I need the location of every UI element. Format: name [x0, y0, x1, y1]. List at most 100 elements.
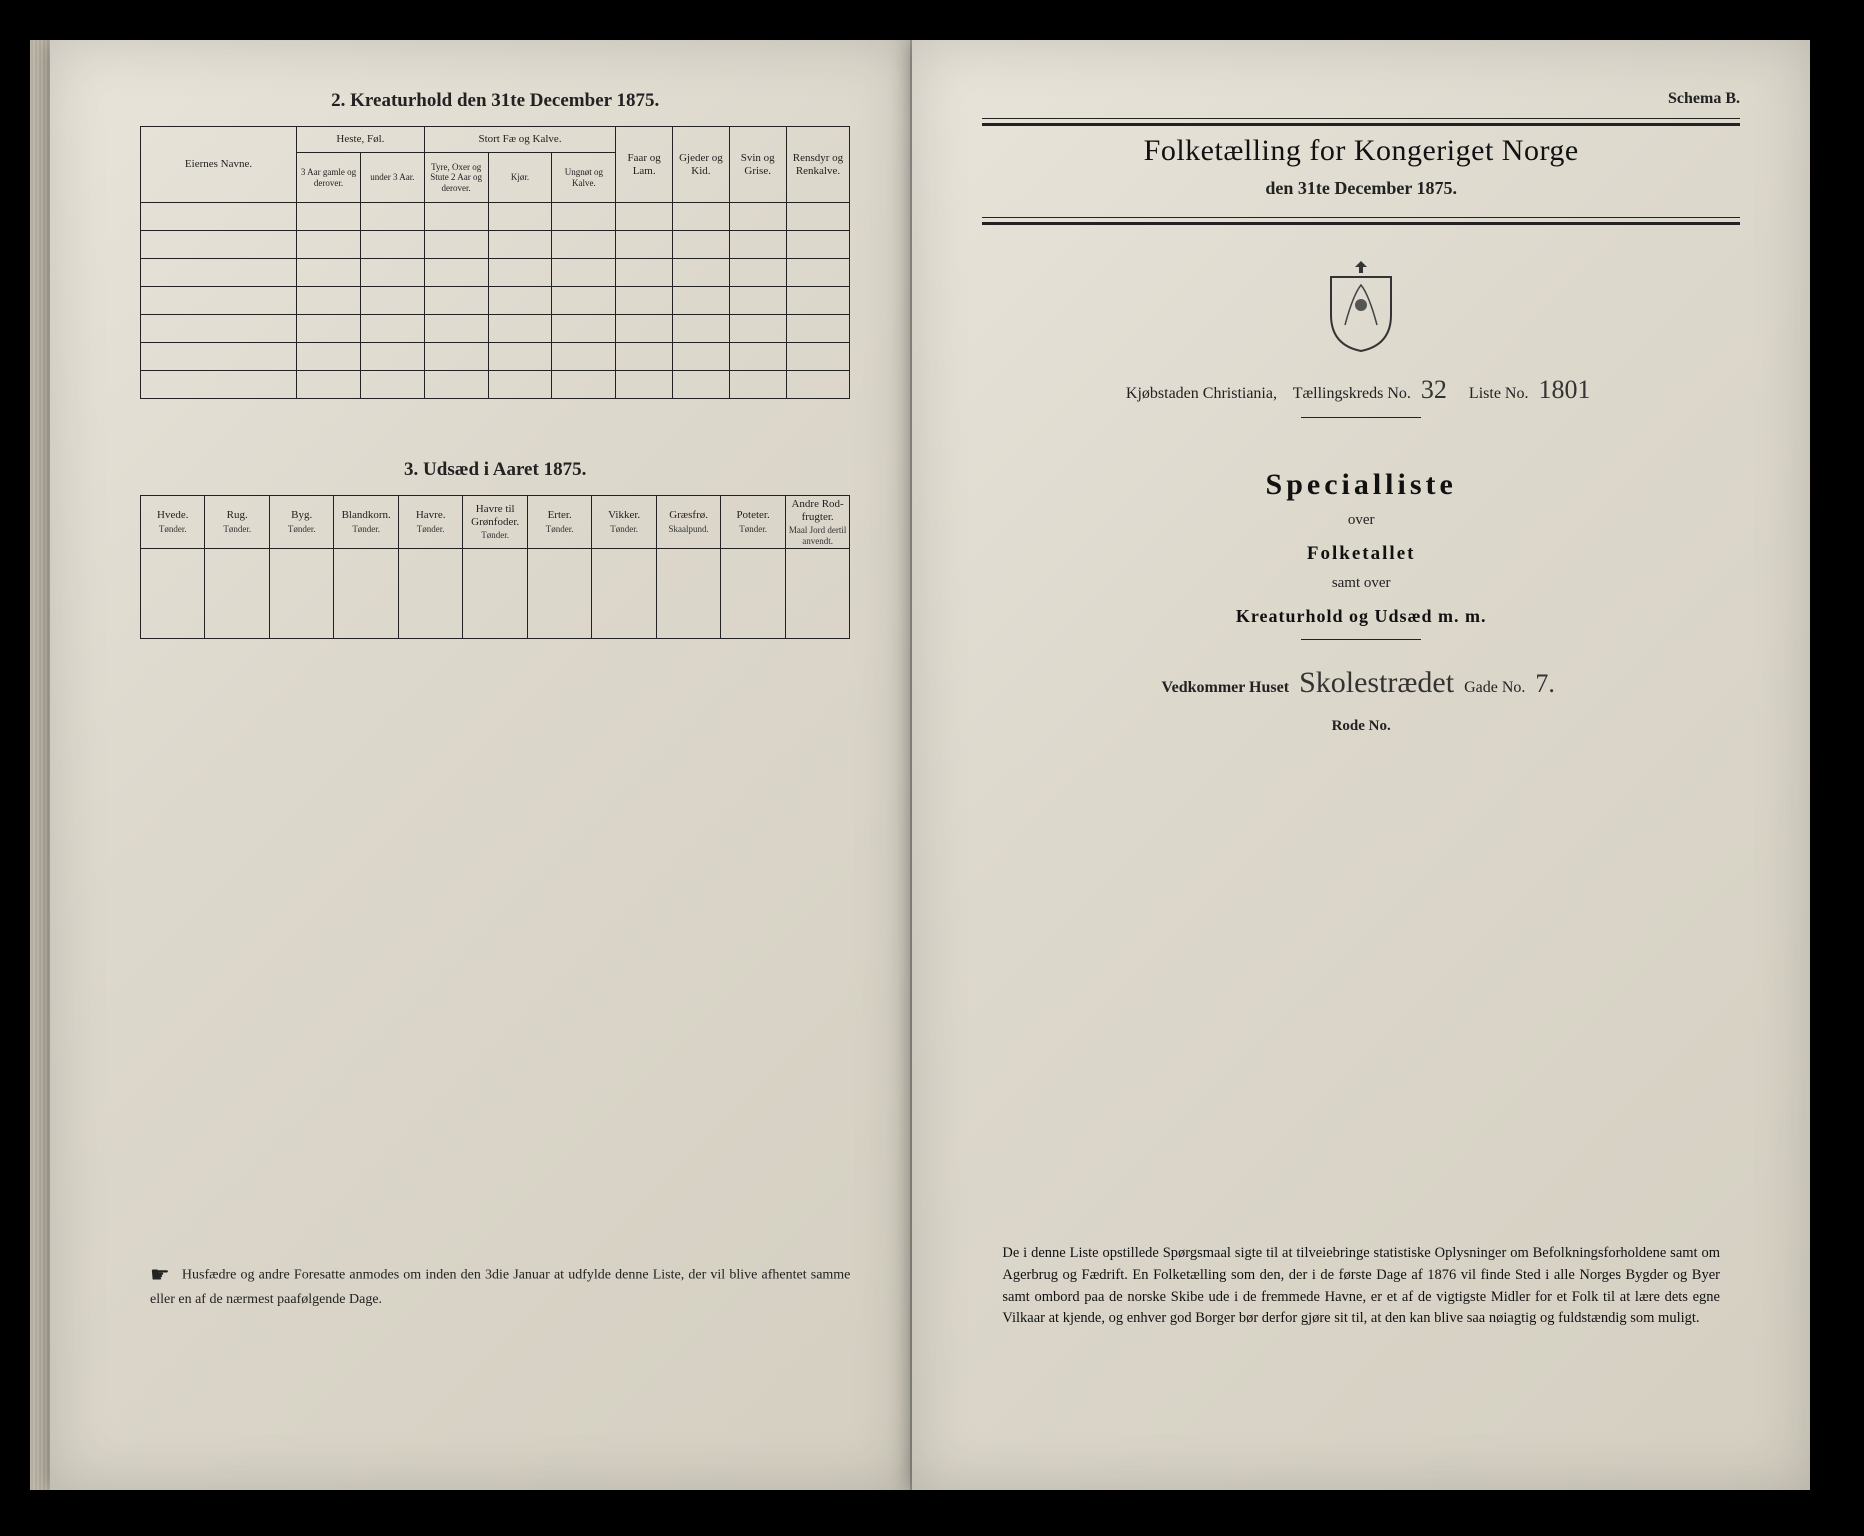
table-cell: [424, 259, 488, 287]
col-pigs: Svin og Grise.: [729, 127, 786, 203]
city-label: Kjøbstaden Christiania,: [1126, 385, 1277, 402]
sub-c3: Ungnøt og Kalve.: [552, 153, 616, 203]
census-subtitle: den 31te December 1875.: [982, 178, 1740, 199]
livestock-table: Eiernes Navne. Heste, Føl. Stort Fæ og K…: [140, 126, 850, 399]
table-cell: [360, 371, 424, 399]
table-cell: [729, 315, 786, 343]
table-cell: [360, 343, 424, 371]
table-cell: [786, 371, 850, 399]
table-cell: [488, 259, 552, 287]
table-cell: [729, 231, 786, 259]
sowing-col-header: Vikker.Tønder.: [592, 496, 656, 549]
col-owner: Eiernes Navne.: [141, 127, 297, 203]
table-cell: [729, 287, 786, 315]
table-cell: [360, 315, 424, 343]
left-page: 2. Kreaturhold den 31te December 1875. E…: [50, 40, 912, 1490]
table-cell: [552, 287, 616, 315]
kreds-value: 32: [1415, 375, 1453, 404]
table-cell: [786, 315, 850, 343]
table-cell: [616, 231, 673, 259]
table-cell: [297, 371, 361, 399]
table-cell: [656, 548, 720, 638]
rode-label: Rode No.: [1332, 718, 1391, 734]
table-cell: [552, 259, 616, 287]
table-cell: [616, 287, 673, 315]
table-cell: [786, 203, 850, 231]
pointing-hand-icon: ☛: [150, 1260, 170, 1291]
gade-value: 7.: [1529, 669, 1561, 698]
table-cell: [552, 343, 616, 371]
liste-label: Liste No.: [1469, 385, 1529, 402]
table-cell: [297, 203, 361, 231]
table-cell: [552, 203, 616, 231]
table-cell: [424, 371, 488, 399]
col-reindeer: Rensdyr og Renkalve.: [786, 127, 850, 203]
table-cell: [424, 287, 488, 315]
divider: [982, 118, 1740, 119]
table-cell: [786, 259, 850, 287]
table-cell: [729, 343, 786, 371]
table-cell: [592, 548, 656, 638]
table-cell: [527, 548, 591, 638]
coat-of-arms-icon: [1321, 255, 1401, 355]
table-cell: [141, 231, 297, 259]
table-cell: [424, 231, 488, 259]
gade-label: Gade No.: [1464, 679, 1525, 696]
table-cell: [297, 315, 361, 343]
table-cell: [141, 548, 205, 638]
table-cell: [785, 548, 850, 638]
sowing-col-header: Andre Rod-frugter.Maal Jord dertil anven…: [785, 496, 850, 549]
kreatur-label: Kreaturhold og Udsæd m. m.: [982, 606, 1740, 627]
sowing-col-header: Byg.Tønder.: [269, 496, 333, 549]
table-cell: [360, 259, 424, 287]
table-cell: [269, 548, 333, 638]
table-cell: [205, 548, 269, 638]
table-cell: [141, 259, 297, 287]
vedkommer-label: Vedkommer Huset: [1162, 679, 1290, 696]
sowing-col-header: Poteter.Tønder.: [721, 496, 785, 549]
table-cell: [616, 259, 673, 287]
table-cell: [297, 259, 361, 287]
table-cell: [673, 343, 730, 371]
table-cell: [786, 287, 850, 315]
census-title: Folketælling for Kongeriget Norge: [982, 134, 1740, 168]
sowing-col-header: Erter.Tønder.: [527, 496, 591, 549]
divider: [982, 123, 1740, 126]
table-cell: [673, 315, 730, 343]
table-cell: [786, 231, 850, 259]
schema-label: Schema B.: [982, 90, 1740, 108]
table-cell: [552, 315, 616, 343]
sowing-col-header: Havre.Tønder.: [398, 496, 462, 549]
table-cell: [616, 343, 673, 371]
table-cell: [488, 371, 552, 399]
kreds-label: Tællingskreds No.: [1293, 385, 1411, 402]
table-cell: [616, 315, 673, 343]
table-cell: [141, 371, 297, 399]
table-cell: [488, 315, 552, 343]
table-cell: [360, 203, 424, 231]
divider: [982, 217, 1740, 218]
table-cell: [721, 548, 785, 638]
table-cell: [297, 343, 361, 371]
sowing-col-header: Havre til Grønfoder.Tønder.: [463, 496, 527, 549]
table-cell: [616, 203, 673, 231]
sub-c1: Tyre, Oxer og Stute 2 Aar og derover.: [424, 153, 488, 203]
table-cell: [488, 231, 552, 259]
samt-label: samt over: [982, 575, 1740, 592]
table-cell: [141, 203, 297, 231]
district-line: Kjøbstaden Christiania, Tællingskreds No…: [982, 375, 1740, 405]
col-sheep: Faar og Lam.: [616, 127, 673, 203]
table-cell: [488, 343, 552, 371]
bottom-text: De i denne Liste opstillede Spørgsmaal s…: [1002, 1245, 1720, 1326]
sowing-col-header: Græsfrø.Skaalpund.: [656, 496, 720, 549]
table-cell: [297, 231, 361, 259]
document-spread: 2. Kreaturhold den 31te December 1875. E…: [50, 40, 1810, 1490]
table-cell: [673, 259, 730, 287]
grp-cattle: Stort Fæ og Kalve.: [424, 127, 616, 153]
sub-h1: 3 Aar gamle og derover.: [297, 153, 361, 203]
table-cell: [334, 548, 398, 638]
sub-h2: under 3 Aar.: [360, 153, 424, 203]
right-page: Schema B. Folketælling for Kongeriget No…: [912, 40, 1810, 1490]
sowing-col-header: Blandkorn.Tønder.: [334, 496, 398, 549]
table-cell: [463, 548, 527, 638]
